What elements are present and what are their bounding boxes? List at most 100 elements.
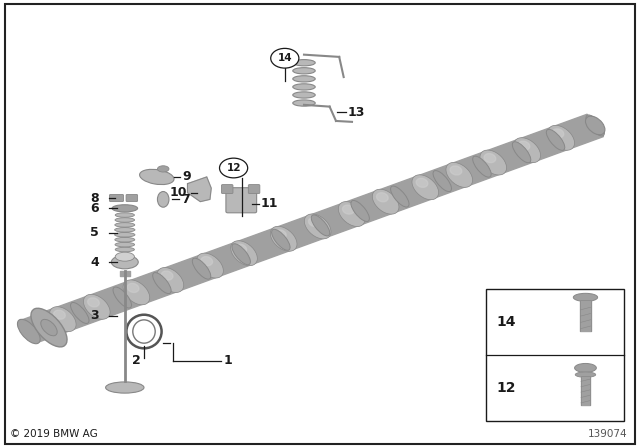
Ellipse shape	[293, 68, 316, 74]
Ellipse shape	[433, 171, 451, 192]
Ellipse shape	[112, 205, 138, 212]
Ellipse shape	[293, 60, 316, 66]
Circle shape	[220, 158, 248, 178]
Ellipse shape	[83, 294, 110, 319]
Ellipse shape	[157, 166, 169, 172]
Ellipse shape	[305, 214, 331, 239]
Ellipse shape	[311, 215, 330, 236]
Ellipse shape	[127, 314, 161, 349]
Ellipse shape	[232, 244, 250, 265]
Ellipse shape	[133, 320, 155, 343]
Ellipse shape	[275, 230, 286, 239]
Ellipse shape	[372, 189, 399, 214]
Polygon shape	[20, 114, 604, 343]
Ellipse shape	[106, 382, 144, 393]
Ellipse shape	[115, 237, 135, 242]
Ellipse shape	[231, 241, 257, 266]
Ellipse shape	[473, 156, 491, 177]
Ellipse shape	[111, 255, 138, 269]
Text: 8: 8	[91, 191, 99, 205]
Text: 12: 12	[227, 163, 241, 173]
Ellipse shape	[41, 319, 57, 336]
Ellipse shape	[115, 223, 135, 227]
Ellipse shape	[20, 321, 38, 342]
Ellipse shape	[161, 271, 173, 280]
Ellipse shape	[153, 272, 171, 293]
Text: 14: 14	[278, 53, 292, 63]
Ellipse shape	[351, 200, 369, 221]
Ellipse shape	[293, 92, 316, 98]
Text: 11: 11	[260, 197, 278, 211]
Ellipse shape	[140, 169, 174, 185]
Ellipse shape	[308, 217, 320, 227]
Text: © 2019 BMW AG: © 2019 BMW AG	[10, 429, 97, 439]
FancyBboxPatch shape	[109, 194, 124, 202]
Ellipse shape	[115, 228, 135, 232]
Ellipse shape	[586, 115, 604, 136]
Text: 10: 10	[170, 186, 188, 199]
Ellipse shape	[339, 202, 365, 227]
FancyBboxPatch shape	[248, 185, 260, 194]
Ellipse shape	[54, 310, 65, 319]
Ellipse shape	[113, 287, 131, 308]
Text: 12: 12	[496, 381, 515, 395]
Ellipse shape	[390, 186, 409, 207]
Ellipse shape	[235, 244, 246, 253]
Ellipse shape	[17, 319, 40, 344]
Ellipse shape	[548, 125, 575, 150]
Ellipse shape	[115, 233, 135, 237]
Ellipse shape	[586, 116, 605, 135]
Ellipse shape	[115, 218, 134, 222]
Ellipse shape	[575, 363, 596, 372]
Ellipse shape	[123, 280, 150, 305]
Ellipse shape	[484, 154, 496, 163]
Circle shape	[271, 48, 299, 68]
Text: 6: 6	[91, 202, 99, 215]
Ellipse shape	[115, 247, 134, 252]
Text: 1: 1	[224, 354, 233, 367]
Ellipse shape	[547, 129, 564, 151]
Ellipse shape	[293, 100, 316, 106]
Ellipse shape	[552, 129, 564, 138]
Ellipse shape	[70, 302, 89, 323]
Text: 5: 5	[90, 226, 99, 240]
Ellipse shape	[513, 142, 531, 163]
Ellipse shape	[376, 193, 388, 202]
Ellipse shape	[115, 213, 134, 217]
Ellipse shape	[49, 307, 76, 332]
Ellipse shape	[157, 192, 169, 207]
Ellipse shape	[293, 84, 316, 90]
Ellipse shape	[115, 252, 134, 261]
Ellipse shape	[575, 372, 596, 377]
Text: 13: 13	[348, 105, 365, 119]
Ellipse shape	[480, 150, 506, 175]
Ellipse shape	[270, 226, 297, 251]
Ellipse shape	[514, 138, 541, 163]
Ellipse shape	[446, 163, 472, 187]
Text: 9: 9	[182, 170, 191, 184]
Ellipse shape	[127, 284, 139, 293]
Ellipse shape	[293, 76, 316, 82]
Ellipse shape	[193, 258, 211, 279]
Ellipse shape	[271, 229, 290, 250]
Text: 139074: 139074	[588, 429, 627, 439]
FancyBboxPatch shape	[126, 194, 138, 202]
Text: 2: 2	[132, 353, 141, 367]
Text: 4: 4	[90, 255, 99, 269]
Polygon shape	[188, 177, 211, 202]
Ellipse shape	[518, 141, 530, 150]
Ellipse shape	[88, 298, 99, 307]
Ellipse shape	[196, 253, 223, 278]
Text: 7: 7	[181, 193, 190, 206]
Ellipse shape	[412, 175, 438, 200]
Text: 3: 3	[91, 309, 99, 323]
Ellipse shape	[157, 267, 184, 293]
Ellipse shape	[416, 178, 428, 187]
Ellipse shape	[201, 257, 212, 266]
Ellipse shape	[450, 166, 462, 175]
Ellipse shape	[342, 205, 354, 214]
Ellipse shape	[31, 308, 67, 347]
Text: 14: 14	[496, 315, 515, 329]
Ellipse shape	[573, 293, 598, 302]
Ellipse shape	[115, 242, 134, 247]
